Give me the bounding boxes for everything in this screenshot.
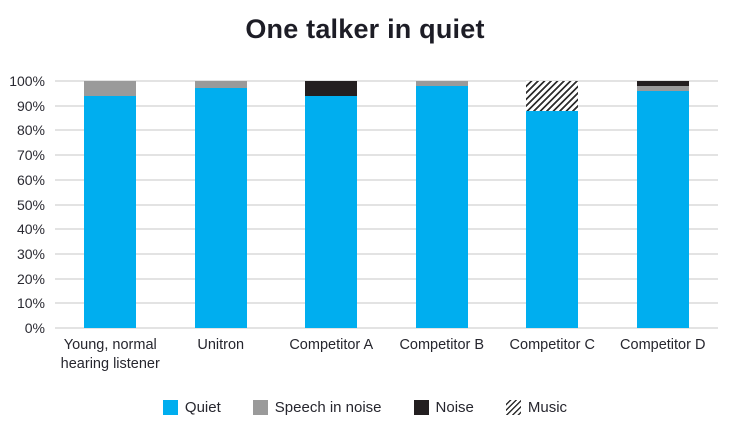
legend-item-music: Music (505, 399, 568, 416)
bar-segment-young-normal-hearing-listener-quiet (84, 95, 137, 328)
bar-column-competitor-a (276, 81, 387, 328)
legend-label-speech-in-noise: Speech in noise (274, 399, 382, 416)
x-axis: Young, normal hearing listener Unitron Com… (55, 336, 718, 374)
x-label-competitor-c: Competitor C (509, 337, 595, 353)
speech-in-noise-swatch-icon (252, 400, 268, 415)
bar-segment-competitor-d-quiet (636, 90, 689, 328)
x-label-competitor-a: Competitor A (289, 337, 374, 353)
legend: Quiet Speech in noise Noise Music (0, 399, 730, 416)
bar-column-competitor-b (387, 81, 498, 328)
gridline-70 (55, 154, 718, 156)
bar-segment-competitor-c-music (526, 81, 579, 111)
y-tick-label-50: 50% (16, 196, 45, 213)
stacked-bar-competitor-d (636, 81, 689, 328)
gridline-80 (55, 129, 718, 131)
bar-segment-unitron-speech-in-noise (194, 81, 247, 89)
x-label-competitor-d: Competitor D (620, 337, 706, 353)
bar-segment-competitor-a-quiet (305, 95, 358, 328)
x-label-unitron: Unitron (197, 337, 245, 353)
y-tick-label-30: 30% (16, 245, 45, 262)
legend-item-quiet: Quiet (162, 399, 221, 416)
gridline-20 (55, 278, 718, 280)
gridline-60 (55, 179, 718, 181)
y-tick-label-40: 40% (16, 221, 45, 238)
bar-column-young-normal-hearing-listener (55, 81, 166, 328)
y-tick-label-10: 10% (16, 295, 45, 312)
x-label-young-normal-hearing-listener: Young, normal hearing listener (60, 337, 160, 372)
legend-item-noise: Noise (413, 399, 474, 416)
bar-segment-competitor-d-noise (636, 81, 689, 86)
legend-label-noise: Noise (435, 399, 474, 416)
y-tick-label-70: 70% (16, 147, 45, 164)
bar-segment-competitor-a-noise (305, 81, 358, 96)
gridline-0 (55, 327, 718, 329)
bar-column-competitor-d (608, 81, 719, 328)
bar-segment-competitor-b-quiet (415, 85, 468, 328)
stacked-bar-competitor-b (415, 81, 468, 328)
gridline-100 (55, 80, 718, 82)
bar-segment-competitor-b-speech-in-noise (415, 81, 468, 86)
y-tick-label-80: 80% (16, 122, 45, 139)
legend-item-speech-in-noise: Speech in noise (252, 399, 382, 416)
gridline-30 (55, 253, 718, 255)
chart-title: One talker in quiet (245, 14, 485, 44)
bar-column-competitor-c (497, 81, 608, 328)
music-swatch-icon (505, 400, 521, 415)
stacked-bar-competitor-a (305, 81, 358, 328)
bar-segment-unitron-quiet (194, 88, 247, 328)
x-label-competitor-b: Competitor B (399, 337, 485, 353)
stacked-bar-competitor-c (526, 81, 579, 328)
stacked-bar-young-normal-hearing-listener (84, 81, 137, 328)
gridline-40 (55, 228, 718, 230)
bar-segment-young-normal-hearing-listener-speech-in-noise (84, 81, 137, 96)
stacked-bar-unitron (194, 81, 247, 328)
legend-label-music: Music (527, 399, 568, 416)
gridline-10 (55, 302, 718, 304)
y-tick-label-100: 100% (9, 73, 45, 89)
bar-segment-competitor-d-speech-in-noise (636, 85, 689, 91)
y-tick-label-20: 20% (16, 270, 45, 287)
gridline-50 (55, 204, 718, 205)
legend-label-quiet: Quiet (184, 399, 221, 416)
y-tick-label-90: 90% (16, 97, 45, 114)
bars-group (55, 81, 718, 328)
y-axis: 0% 10% 20% 30% 40% 50% 60% 70% 80% 90% 100% (0, 73, 49, 336)
y-tick-label-60: 60% (16, 171, 45, 188)
plot-area (55, 80, 718, 329)
noise-swatch-icon (413, 400, 429, 415)
gridline-90 (55, 105, 718, 107)
bar-segment-competitor-c-quiet (526, 110, 579, 328)
bar-column-unitron (166, 81, 277, 328)
quiet-swatch-icon (162, 400, 178, 415)
y-tick-label-0: 0% (24, 320, 45, 336)
